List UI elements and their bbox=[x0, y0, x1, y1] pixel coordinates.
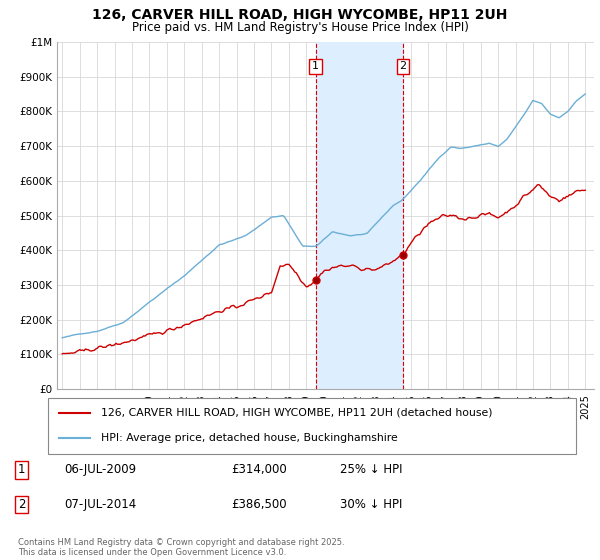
Text: 1: 1 bbox=[18, 464, 25, 477]
Text: 126, CARVER HILL ROAD, HIGH WYCOMBE, HP11 2UH: 126, CARVER HILL ROAD, HIGH WYCOMBE, HP1… bbox=[92, 8, 508, 22]
Text: 06-JUL-2009: 06-JUL-2009 bbox=[64, 464, 136, 477]
Text: Price paid vs. HM Land Registry's House Price Index (HPI): Price paid vs. HM Land Registry's House … bbox=[131, 21, 469, 34]
Text: 2: 2 bbox=[18, 498, 25, 511]
Text: 126, CARVER HILL ROAD, HIGH WYCOMBE, HP11 2UH (detached house): 126, CARVER HILL ROAD, HIGH WYCOMBE, HP1… bbox=[101, 408, 493, 418]
Text: Contains HM Land Registry data © Crown copyright and database right 2025.
This d: Contains HM Land Registry data © Crown c… bbox=[18, 538, 344, 557]
Text: £386,500: £386,500 bbox=[231, 498, 287, 511]
Text: 2: 2 bbox=[400, 61, 406, 71]
Text: 1: 1 bbox=[312, 61, 319, 71]
Bar bbox=[316, 42, 403, 389]
Text: 07-JUL-2014: 07-JUL-2014 bbox=[64, 498, 136, 511]
Text: £314,000: £314,000 bbox=[231, 464, 287, 477]
Text: HPI: Average price, detached house, Buckinghamshire: HPI: Average price, detached house, Buck… bbox=[101, 433, 398, 444]
Text: 25% ↓ HPI: 25% ↓ HPI bbox=[340, 464, 403, 477]
Text: 30% ↓ HPI: 30% ↓ HPI bbox=[340, 498, 403, 511]
